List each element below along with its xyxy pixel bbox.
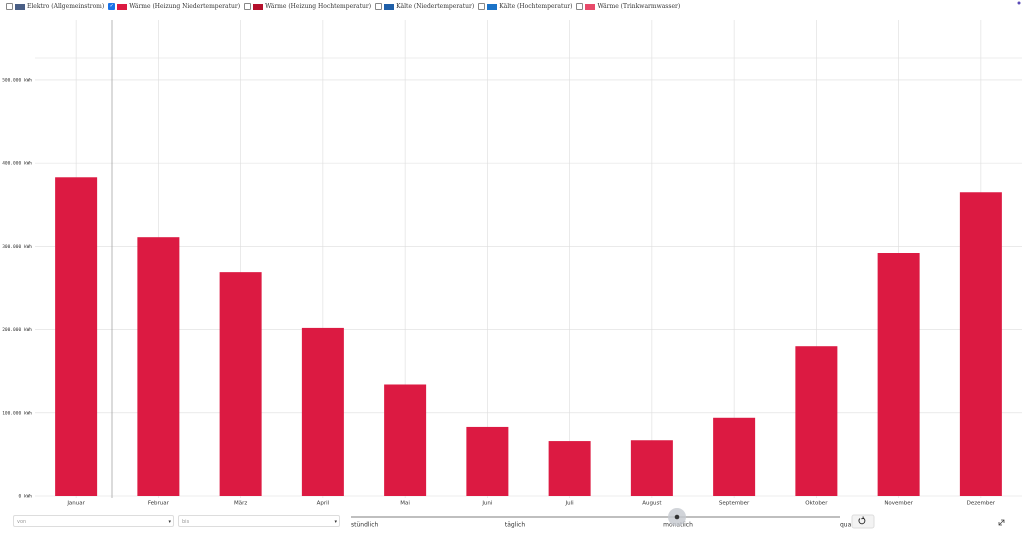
legend-swatch — [15, 3, 25, 10]
legend-item[interactable]: Wärme (Trinkwarmwasser) — [576, 3, 680, 10]
bar — [137, 237, 180, 496]
legend-item[interactable]: Wärme (Heizung Hochtemperatur) — [244, 3, 371, 10]
to-placeholder: bis — [182, 519, 190, 525]
x-tick-label: November — [884, 501, 913, 507]
x-tick-label: September — [719, 501, 750, 507]
x-tick-label: Januar — [66, 501, 85, 507]
legend-swatch — [117, 3, 128, 10]
bar — [713, 417, 756, 496]
y-tick-label: 400.000 kWh — [2, 161, 32, 167]
status-dot — [1017, 1, 1021, 5]
slider-thumb — [674, 514, 680, 520]
bar — [466, 426, 509, 496]
bar — [630, 440, 673, 496]
x-tick-label: April — [317, 501, 330, 507]
legend-checkbox[interactable] — [478, 3, 486, 10]
legend-checkbox[interactable] — [244, 3, 252, 10]
resolution-slider[interactable]: stündlichtäglichmonatlichquar — [351, 508, 854, 529]
legend-label: Kälte (Hochtemperatur) — [499, 3, 573, 10]
legend-item[interactable]: Kälte (Hochtemperatur) — [478, 3, 572, 10]
bar — [55, 177, 98, 496]
bar — [219, 272, 262, 496]
x-tick-label: März — [234, 501, 247, 507]
bar — [301, 327, 344, 496]
legend-label: Elektro (Allgemeinstrom) — [27, 3, 105, 10]
x-tick-label: Mai — [400, 501, 410, 507]
y-tick-label: 100.000 kWh — [2, 410, 32, 416]
legend-swatch — [253, 3, 264, 10]
bar — [959, 192, 1002, 497]
resolution-label: täglich — [505, 522, 525, 529]
legend-item[interactable]: Kälte (Niedertemperatur) — [375, 3, 474, 10]
to-input[interactable]: bis ▾ — [178, 515, 340, 527]
from-placeholder: von — [17, 519, 27, 525]
from-input[interactable]: von ▾ — [13, 515, 174, 527]
legend: Elektro (Allgemeinstrom) ✓ Wärme (Heizung … — [6, 3, 680, 10]
x-tick-label: Juli — [565, 501, 575, 507]
y-tick-label: 0 kWh — [18, 494, 32, 500]
legend-swatch — [487, 3, 498, 10]
bar — [795, 346, 838, 496]
legend-label: Wärme (Trinkwarmwasser) — [597, 3, 681, 10]
x-tick-label: Juni — [481, 501, 493, 507]
bar — [384, 384, 427, 496]
legend-label: Kälte (Niedertemperatur) — [396, 3, 475, 10]
reset-button[interactable] — [851, 514, 875, 529]
x-tick-label: Dezember — [967, 501, 996, 507]
x-tick-label: Oktober — [805, 501, 828, 507]
legend-item[interactable]: Elektro (Allgemeinstrom) — [6, 3, 104, 10]
legend-swatch — [585, 3, 596, 10]
x-tick-label: Februar — [148, 501, 170, 507]
bar — [548, 441, 591, 496]
y-tick-label: 200.000 kWh — [2, 327, 32, 333]
y-tick-label: 500.000 kWh — [2, 77, 32, 83]
bar — [877, 253, 920, 496]
resolution-label: stündlich — [351, 522, 379, 529]
collapse-icon[interactable] — [998, 519, 1005, 526]
legend-item[interactable]: ✓ Wärme (Heizung Niedertemperatur) — [108, 3, 240, 10]
legend-checkbox[interactable] — [6, 3, 13, 10]
legend-swatch — [384, 3, 395, 10]
legend-label: Wärme (Heizung Hochtemperatur) — [265, 3, 372, 10]
legend-checkbox[interactable] — [576, 3, 584, 10]
y-tick-label: 300.000 kWh — [2, 244, 32, 250]
reset-icon — [858, 516, 866, 525]
x-tick-label: August — [642, 501, 662, 507]
legend-checkbox[interactable] — [375, 3, 383, 10]
legend-checkbox[interactable]: ✓ — [108, 3, 116, 10]
resolution-label: quar — [840, 522, 854, 529]
legend-label: Wärme (Heizung Niedertemperatur) — [129, 3, 241, 10]
